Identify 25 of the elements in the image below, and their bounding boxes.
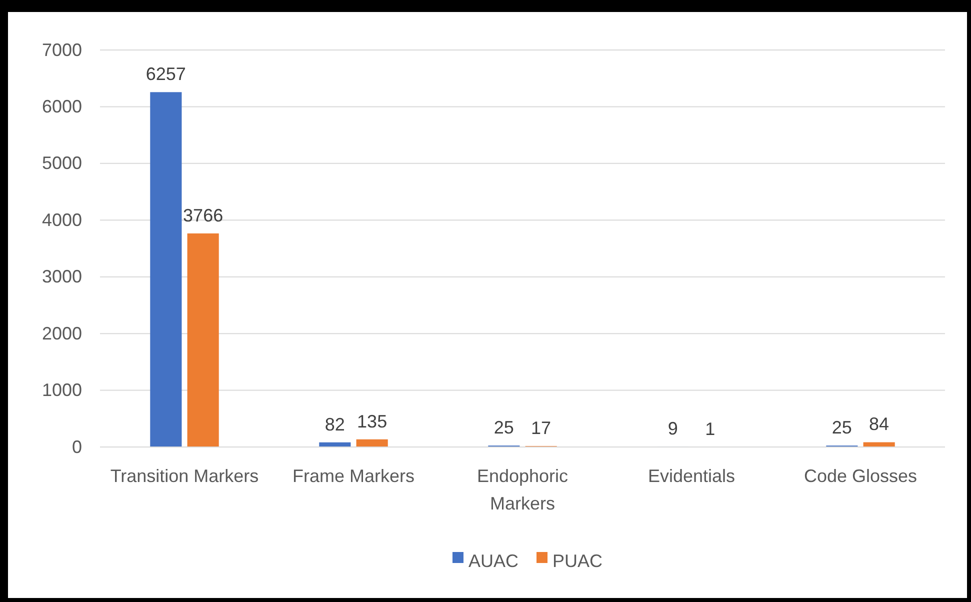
x-tick-label: Code Glosses <box>804 466 918 486</box>
data-label: 25 <box>494 418 514 438</box>
data-label: 82 <box>324 414 345 434</box>
y-tick-label: 5000 <box>42 153 82 174</box>
data-label: 3766 <box>183 205 224 226</box>
data-label: 84 <box>869 414 890 434</box>
x-tick-label: Transition Markers <box>110 466 259 486</box>
legend-label: PUAC <box>552 550 603 571</box>
y-tick-label: 4000 <box>42 210 82 230</box>
data-label: 9 <box>668 418 678 438</box>
y-tick-label: 3000 <box>42 266 82 287</box>
y-tick-label: 6000 <box>42 96 82 116</box>
y-tick-label: 7000 <box>42 40 82 60</box>
data-label: 6257 <box>146 64 186 84</box>
data-label: 25 <box>832 418 852 438</box>
data-label: 17 <box>531 418 552 438</box>
x-tick-label: Evidentials <box>648 466 736 486</box>
x-tick-label: Endophoric Markers <box>476 466 568 514</box>
data-label: 135 <box>357 411 388 432</box>
y-tick-label: 2000 <box>42 323 82 344</box>
legend-label: AUAC <box>468 550 518 571</box>
y-tick-label: 1000 <box>42 380 82 400</box>
x-tick-label: Frame Markers <box>292 466 415 486</box>
y-tick-label: 0 <box>72 436 82 457</box>
data-label: 1 <box>705 418 716 439</box>
